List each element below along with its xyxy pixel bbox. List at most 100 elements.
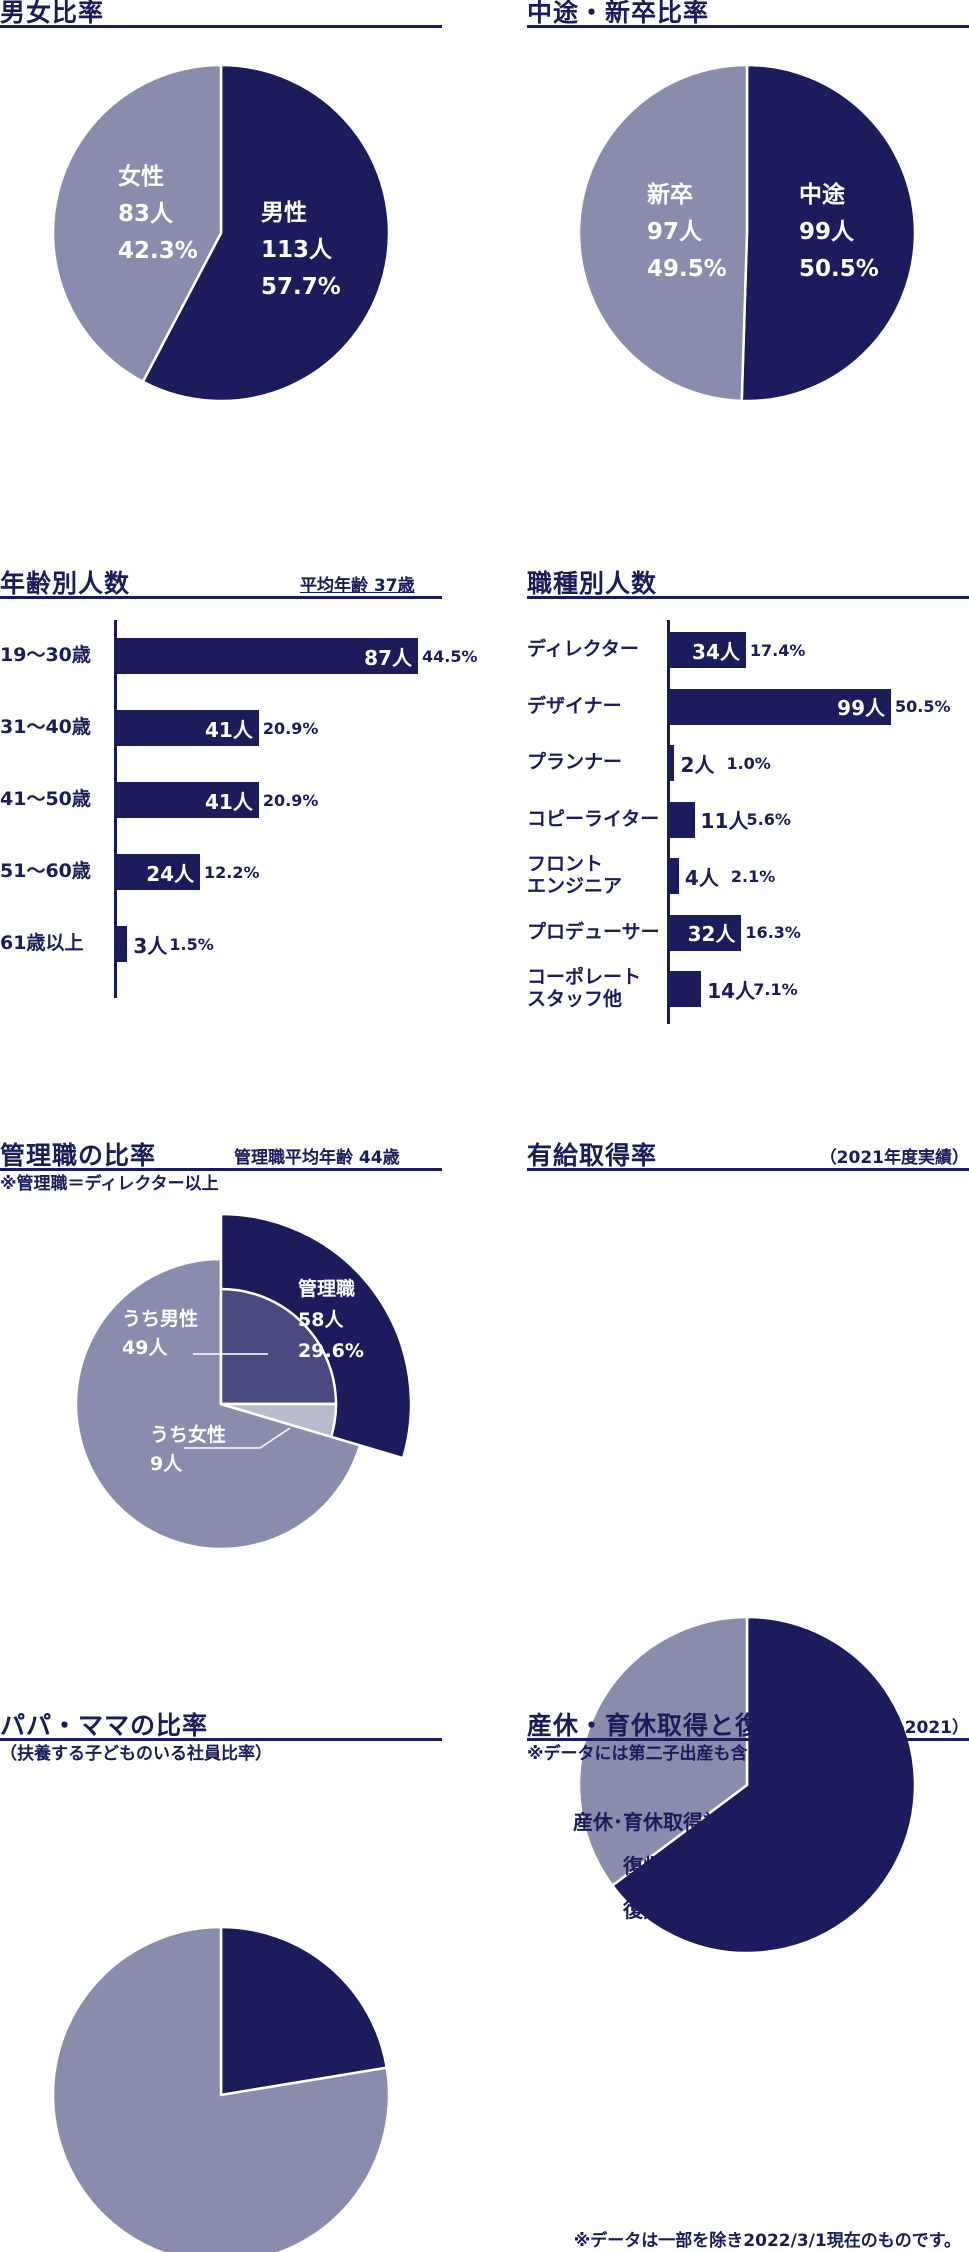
bar-category-label: 19〜30歳 (0, 638, 91, 674)
slice-label: 男性 (261, 200, 307, 226)
bar-percent-label: 1.0% (726, 753, 771, 773)
gender-pie-chart: 男性 113人 57.7% 女性 83人 42.3% (51, 63, 391, 403)
bar-category-line: コーポレート (527, 966, 642, 989)
paid-leave-section: 有給取得率 （2021年度実績） 有給取得率 64.8% (527, 1140, 969, 1955)
gender-section: 男女比率 男性 113人 57.7% 女性 83人 42.3% (0, 0, 445, 420)
section-title: 産休・育休取得と復帰 (527, 1711, 788, 1740)
fiscal-year-note: （2021年度実績） (819, 1148, 969, 1168)
job-section: 職種別人数 ディレクター 34人 17.4% デザイナー 99人 50.5% プランナー 2人… (527, 568, 969, 1038)
pie-slice (611, 1615, 917, 1955)
bar (670, 632, 746, 668)
bar-row: 51〜60歳 24人 12.2% (0, 854, 500, 890)
bar (117, 926, 128, 962)
bar-percent-label: 16.3% (745, 923, 801, 942)
pie-slice (219, 1925, 389, 2097)
bar-category-label: 31〜40歳 (0, 710, 91, 746)
pie-slice (577, 1615, 749, 1887)
bar-category-line: エンジニア (527, 875, 623, 897)
childcare-note: ※データには第二子出産も含みます。 (527, 1744, 814, 1764)
section-title: 中途・新卒比率 (527, 0, 710, 27)
bar (670, 858, 679, 894)
bar-count-label: 32人 (687, 922, 736, 946)
age-bar-chart: 19〜30歳 87人 44.5% 31〜40歳 41人 20.9% 41〜50歳 41人 20.… (0, 568, 500, 1008)
bar-category-label: フロント エンジニア (527, 853, 622, 897)
bar-category-label: ディレクター (527, 632, 639, 668)
manager-label: 29.6% (298, 1340, 364, 1362)
section-rule (0, 25, 442, 28)
bar-category-line: ディレクター (527, 638, 639, 661)
slice-label: 64.8% (763, 1424, 839, 1449)
section-title: 管理職の比率 (0, 1141, 157, 1170)
bar-percent-label: 44.5% (422, 646, 478, 666)
childcare-row: 産休･育休取得社員 8名 (527, 1806, 969, 1836)
bar-category-line: スタッフ他 (527, 988, 623, 1010)
age-section: 年齢別人数 平均年齢 37歳 19〜30歳 87人 44.5% 31〜40歳 41人 20… (0, 568, 500, 1008)
bar-row: コピーライター 11人 5.6% (527, 801, 969, 838)
bar (117, 638, 418, 674)
section-title: 職種別人数 (527, 569, 658, 598)
slice-label: 中途 (799, 181, 846, 208)
slice-label: パパ・ (239, 1785, 305, 1810)
bar-percent-label: 5.6% (746, 810, 791, 829)
bar-row: デザイナー 99人 50.5% (527, 688, 969, 725)
bar (117, 854, 201, 890)
bar-percent-label: 17.4% (749, 640, 806, 660)
manager-label: 58人 (298, 1309, 344, 1331)
slice-label: 83人 (118, 201, 174, 227)
bar-count-label: 41人 (205, 717, 253, 742)
section-rule (527, 1738, 969, 1741)
pie-slice (740, 63, 917, 403)
childcare-row: 復帰予定社員 3名 (527, 1894, 969, 1924)
bar-row: 61歳以上 3人 1.5% (0, 926, 500, 962)
bar-percent-label: 20.9% (262, 718, 319, 738)
bar-category-line: 41〜50歳 (0, 788, 91, 811)
bar-count-label: 87人 (364, 645, 412, 670)
bar-category-line: 61歳以上 (0, 932, 84, 955)
bar-percent-label: 7.1% (753, 979, 798, 999)
childcare-row-value: 5名 (809, 1854, 843, 1878)
bar-percent-label: 1.5% (169, 934, 214, 954)
bar-category-label: 51〜60歳 (0, 854, 91, 890)
childcare-row-label: 産休･育休取得社員 (573, 1810, 743, 1834)
bar-count-label: 11人 (700, 809, 749, 833)
bar-row: フロント エンジニア 4人 2.1% (527, 853, 969, 897)
slice-label: 97人 (647, 219, 703, 245)
average-age-note: 平均年齢 37歳 (300, 576, 415, 596)
childcare-section: 産休・育休取得と復帰 （2019-2021） ※データには第二子出産も含みます。… (527, 1710, 969, 1970)
bar (670, 688, 891, 725)
bar-percent-label: 50.5% (895, 697, 951, 716)
bar-row: 31〜40歳 41人 20.9% (0, 710, 500, 746)
pie-slice-other (74, 1257, 362, 1551)
slice-label: ママの比率 (239, 1821, 349, 1847)
section-title: 男女比率 (0, 0, 105, 27)
bar (670, 745, 675, 781)
slice-label: 42.3% (118, 238, 198, 264)
slice-label: 女性 (118, 163, 164, 190)
male-label: うち男性 (122, 1307, 198, 1330)
leader-line (184, 1427, 291, 1449)
bar (117, 782, 259, 818)
slice-label: 57.7% (261, 274, 341, 300)
bar-category-line: プランナー (527, 751, 623, 774)
bar-count-label: 41人 (205, 789, 253, 814)
pie-slice (577, 63, 749, 403)
hire-pie-chart: 中途 99人 50.5% 新卒 97人 49.5% (577, 63, 917, 403)
bar-count-label: 2人 (680, 752, 715, 777)
slice-label: 99人 (799, 219, 855, 245)
bar-category-line: プロデューサー (527, 920, 660, 943)
female-label: うち女性 (150, 1423, 226, 1446)
section-title: 年齢別人数 (0, 569, 131, 598)
childcare-row-label: 復帰した社員 (623, 1854, 743, 1878)
data-date-footnote: ※データは一部を除き2022/3/1現在のものです。 (573, 2231, 961, 2251)
hire-section: 中途・新卒比率 中途 99人 50.5% 新卒 97人 49.5% (527, 0, 969, 420)
childcare-row: 復帰した社員 5名 (527, 1850, 969, 1880)
bar-count-label: 34人 (692, 639, 740, 664)
period-note: （2019-2021） (833, 1718, 969, 1738)
bar-percent-label: 20.9% (262, 790, 319, 810)
section-rule (527, 25, 969, 28)
section-rule (0, 1168, 442, 1171)
bar-row: ディレクター 34人 17.4% (527, 632, 969, 668)
pie-slice-male (219, 1287, 338, 1406)
bar-category-label: プランナー (527, 745, 622, 781)
section-title: 有給取得率 (527, 1141, 658, 1170)
